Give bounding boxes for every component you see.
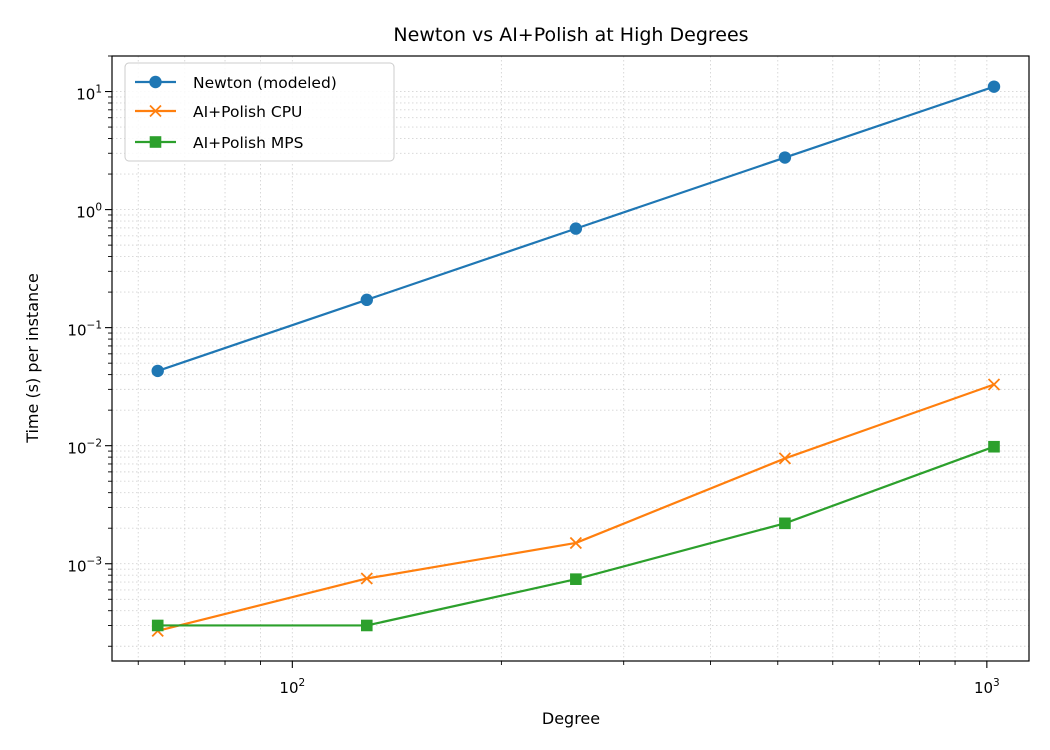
data-point	[987, 378, 1001, 391]
x-marker-stroke	[569, 536, 582, 550]
x-tick-label: 103	[974, 677, 1000, 697]
data-point	[569, 536, 582, 550]
data-point	[569, 222, 583, 235]
data-point	[151, 619, 164, 632]
legend-marker	[149, 75, 162, 89]
legend-label: AI+Polish MPS	[193, 134, 303, 152]
data-point	[778, 151, 792, 164]
data-point	[570, 573, 582, 585]
y-tick-label: 100	[76, 202, 102, 222]
ticks	[105, 55, 988, 668]
x-marker-stroke	[360, 572, 373, 585]
x-marker-stroke	[987, 378, 1001, 391]
x-marker-stroke	[778, 452, 792, 465]
legend: Newton (modeled) AI+Polish CPU AI+Polish…	[124, 62, 395, 162]
data-point	[151, 364, 164, 378]
legend-marker	[149, 136, 162, 148]
plot-frame	[111, 55, 1030, 662]
legend-marker	[149, 104, 162, 118]
data-point	[988, 440, 1000, 453]
x-axis-label: Degree	[542, 709, 600, 728]
legend-entry: Newton (modeled)	[135, 74, 337, 92]
x-tick-labels: 102 103	[279, 677, 999, 697]
legend-box	[124, 62, 395, 162]
legend-swatch-cpu	[135, 104, 176, 118]
x-tick-label: 102	[279, 677, 305, 697]
data-point	[779, 517, 791, 530]
y-axis-label: Time (s) per instance	[23, 273, 42, 444]
y-tick-label: 10−1	[67, 320, 102, 340]
legend-swatch-mps	[135, 136, 176, 148]
y-tick-label: 10−2	[67, 438, 102, 458]
legend-swatch-newton	[135, 75, 176, 89]
data-point	[360, 619, 373, 632]
data-point	[360, 572, 373, 585]
series-0	[151, 80, 1001, 378]
data-point	[987, 80, 1001, 93]
y-tick-labels: 101 100 10−1 10−2 10−3	[67, 84, 102, 576]
data-point	[778, 452, 792, 465]
data-point	[360, 293, 373, 307]
chart-title: Newton vs AI+Polish at High Degrees	[393, 24, 748, 46]
y-tick-label: 101	[76, 84, 102, 104]
legend-entry: AI+Polish CPU	[135, 103, 302, 121]
series-layer	[151, 80, 1001, 638]
x-marker-stroke	[149, 104, 162, 118]
y-tick-label: 10−3	[67, 556, 102, 576]
legend-entry: AI+Polish MPS	[135, 134, 303, 152]
legend-label: Newton (modeled)	[193, 74, 337, 92]
series-2	[151, 440, 1000, 632]
legend-label: AI+Polish CPU	[193, 103, 302, 121]
